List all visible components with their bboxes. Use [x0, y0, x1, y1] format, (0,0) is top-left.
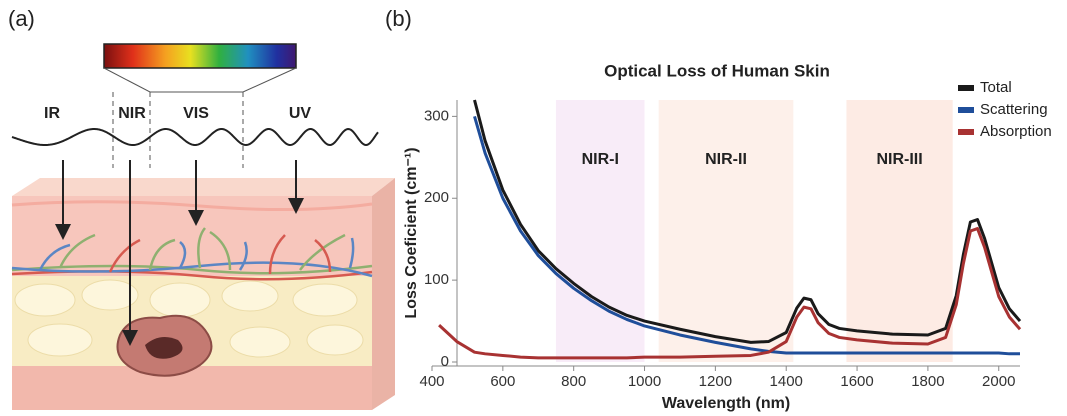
band	[555, 100, 645, 362]
x-tick-label: 2000	[982, 373, 1015, 390]
legend-swatch	[958, 85, 974, 91]
legend-swatch	[958, 129, 974, 135]
band	[658, 100, 794, 362]
skin-side	[372, 178, 395, 410]
legend-label: Absorption	[980, 123, 1052, 140]
panel-label: (a)	[8, 6, 35, 31]
x-tick-label: 1000	[628, 373, 661, 390]
series-line	[438, 227, 1022, 360]
y-axis-title: Loss Coeficient (cm⁻¹)	[403, 147, 420, 318]
legend-label: Scattering	[980, 101, 1048, 118]
x-tick-label: 800	[561, 373, 586, 390]
wave	[11, 127, 379, 147]
x-tick-label: 1800	[911, 373, 944, 390]
skin-illustration: IR NIR VIS UV	[11, 43, 395, 410]
y-tick-label: 200	[424, 189, 449, 206]
region-label: UV	[289, 105, 312, 122]
y-tick-label: 300	[424, 107, 449, 124]
x-axis-title: Wavelength (nm)	[662, 395, 790, 412]
legend-swatch	[958, 107, 974, 113]
y-tick-label: 0	[441, 353, 449, 370]
panel-label: (b)	[385, 6, 412, 31]
chart-title: Optical Loss of Human Skin	[604, 61, 830, 80]
muscle	[12, 366, 372, 410]
x-tick-label: 400	[419, 373, 444, 390]
tumor-core	[145, 336, 183, 359]
series-line	[473, 115, 1020, 356]
y-tick-label: 100	[424, 271, 449, 288]
region-label: NIR	[118, 105, 146, 122]
chart: Optical Loss of Human Skin Wavelength (n…	[403, 61, 1052, 412]
region-label: IR	[44, 105, 60, 122]
region-label: VIS	[183, 105, 209, 122]
band-dividers	[112, 92, 244, 168]
skin-top	[12, 178, 395, 196]
series-line	[473, 99, 1022, 344]
band-label: NIR-III	[876, 151, 922, 168]
band-label: NIR-II	[705, 151, 747, 168]
band	[846, 100, 953, 362]
x-tick-label: 1400	[770, 373, 803, 390]
spectrum-zoom	[103, 67, 297, 93]
vessels	[11, 227, 373, 281]
x-tick-label: 600	[490, 373, 515, 390]
x-tick-label: 1200	[699, 373, 732, 390]
x-tick-label: 1600	[840, 373, 873, 390]
penetration-arrows	[55, 160, 304, 346]
spectrum-bar	[103, 43, 297, 69]
legend-label: Total	[980, 79, 1012, 96]
band-label: NIR-I	[582, 151, 619, 168]
